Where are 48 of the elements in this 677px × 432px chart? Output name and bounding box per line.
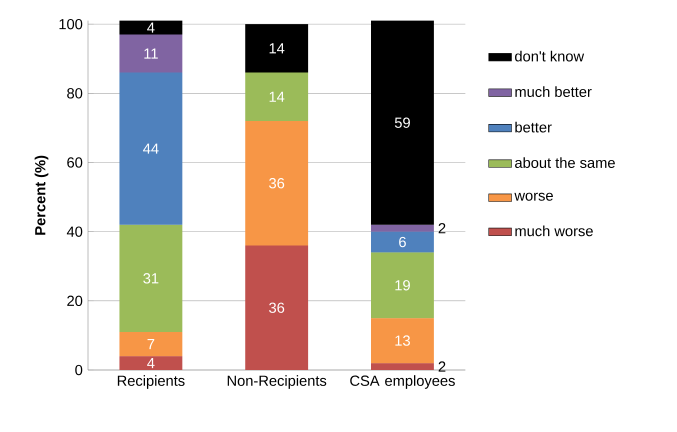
- legend-label: about the same: [515, 157, 615, 168]
- bar: [119, 72, 182, 225]
- y-axis-title: Percent (%): [34, 156, 48, 235]
- bar: [245, 245, 308, 370]
- bar: [371, 20, 434, 225]
- legend-label: better: [515, 122, 552, 132]
- bar: [371, 252, 434, 318]
- data-label: 44: [143, 144, 159, 154]
- data-label: 2: [438, 361, 446, 372]
- x-tick-label: CSA employees: [350, 375, 455, 389]
- bar: [245, 24, 308, 73]
- bar: [371, 318, 434, 364]
- data-label: 11: [144, 48, 158, 59]
- x-tick-label: Non-Recipients: [228, 375, 326, 389]
- legend-label: much worse: [515, 225, 593, 236]
- bar: [371, 224, 434, 232]
- data-label: 4: [147, 22, 155, 33]
- bar: [371, 232, 434, 252]
- data-label: 14: [270, 92, 284, 102]
- data-label: 2: [438, 223, 446, 234]
- legend-label: don't know: [515, 50, 584, 62]
- data-label: 7: [148, 339, 154, 350]
- bar: [119, 20, 182, 34]
- data-label: 31: [143, 273, 158, 284]
- bar: [371, 363, 434, 370]
- y-tick-label: 40: [66, 226, 82, 237]
- bar: [119, 34, 182, 73]
- bar: [119, 224, 182, 332]
- bar: [119, 356, 182, 370]
- bar: [245, 120, 308, 246]
- data-label: 13: [395, 335, 410, 346]
- data-label: 4: [147, 358, 155, 368]
- data-label: 6: [399, 236, 406, 248]
- bar: [245, 72, 308, 121]
- y-tick-label: 80: [67, 88, 82, 98]
- data-label: 14: [270, 43, 284, 54]
- data-label: 59: [394, 118, 410, 128]
- legend-label: worse: [514, 192, 553, 201]
- y-tick-label: 20: [67, 296, 82, 306]
- bar: [119, 332, 182, 356]
- x-tick-label: Recipients: [118, 375, 185, 389]
- legend-label: much better: [515, 86, 592, 97]
- data-label: 19: [395, 280, 410, 290]
- y-tick-label: 0: [75, 364, 82, 376]
- y-tick-label: 60: [67, 157, 82, 168]
- y-tick-label: 100: [59, 18, 82, 30]
- data-label: 36: [269, 302, 284, 313]
- data-label: 36: [269, 178, 284, 188]
